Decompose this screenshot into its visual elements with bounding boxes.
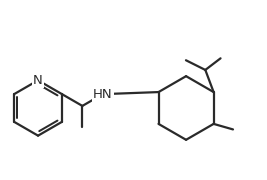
Text: N: N [33,74,43,87]
Text: HN: HN [93,88,113,101]
